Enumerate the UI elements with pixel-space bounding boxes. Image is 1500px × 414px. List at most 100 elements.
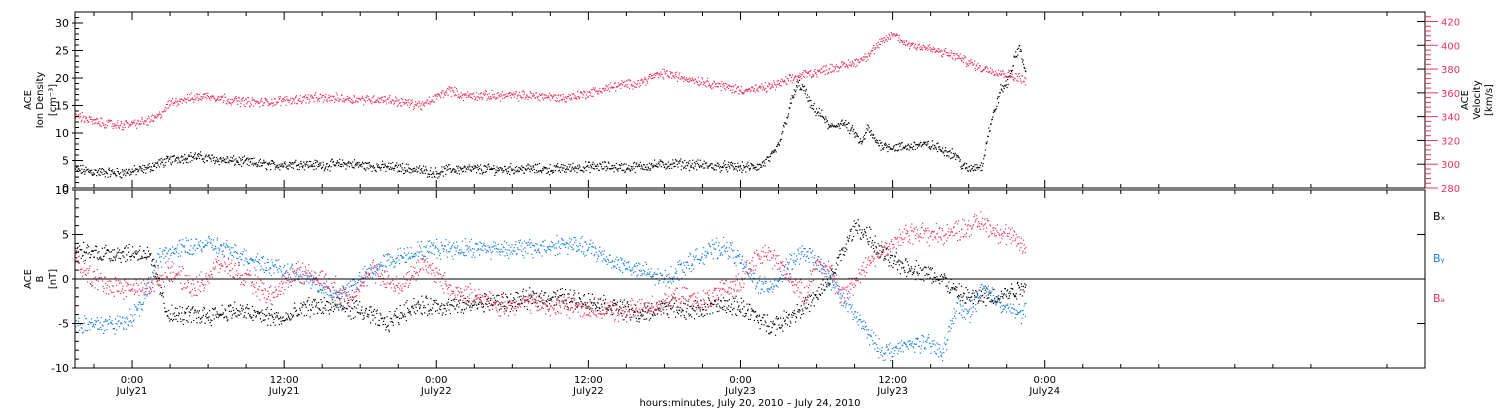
density-point (391, 167, 393, 169)
velocity-point (829, 63, 831, 65)
bx-point (235, 315, 237, 317)
velocity-point (606, 90, 608, 92)
bx-point (190, 321, 192, 323)
density-point (660, 160, 662, 162)
bx-point (187, 305, 190, 307)
bx-point (724, 300, 726, 302)
bx-point (191, 307, 194, 309)
velocity-point (496, 93, 498, 95)
velocity-point (462, 93, 464, 96)
velocity-point (421, 109, 423, 111)
velocity-point (658, 77, 660, 79)
density-point (866, 128, 868, 130)
velocity-point (298, 99, 300, 101)
velocity-point (92, 123, 94, 125)
bx-point (686, 307, 688, 310)
bx-point (707, 304, 709, 306)
density-point (415, 170, 417, 172)
density-point (125, 175, 127, 177)
bx-point (181, 312, 183, 314)
bx-point (909, 269, 911, 271)
velocity-point (1016, 79, 1018, 81)
bx-point (669, 305, 671, 307)
velocity-point (166, 107, 168, 109)
bx-point (247, 312, 249, 314)
bx-point (624, 311, 626, 313)
bx-point (203, 308, 206, 310)
density-point (178, 158, 180, 160)
density-point (364, 162, 366, 164)
density-point (380, 169, 382, 171)
density-point (760, 166, 762, 168)
density-point (947, 151, 949, 153)
bx-point (139, 245, 141, 247)
bx-point (1006, 290, 1008, 292)
density-point (376, 163, 378, 165)
velocity-point (432, 95, 434, 97)
density-point (484, 165, 486, 167)
bx-point (429, 308, 431, 310)
density-point (618, 164, 620, 166)
bx-point (866, 226, 868, 229)
density-point (653, 164, 655, 166)
bx-point (333, 305, 335, 307)
density-point (189, 161, 191, 163)
density-point (245, 159, 247, 161)
bx-point (558, 300, 560, 302)
velocity-point (562, 98, 564, 100)
bx-point (147, 256, 149, 258)
bx-point (164, 307, 166, 309)
density-point (655, 165, 657, 168)
velocity-point (485, 91, 487, 93)
density-point (879, 139, 881, 141)
density-point (390, 162, 392, 164)
velocity-point (433, 101, 435, 103)
density-point (965, 167, 967, 169)
bx-point (861, 232, 863, 234)
velocity-point (862, 56, 864, 58)
bx-point (961, 296, 963, 299)
density-point (757, 164, 759, 166)
velocity-point (580, 91, 582, 93)
density-point (830, 126, 832, 128)
bx-point (667, 304, 669, 306)
density-point (97, 171, 99, 173)
velocity-point (630, 79, 632, 82)
density-point (480, 168, 482, 170)
density-point (952, 156, 954, 159)
density-point (515, 171, 517, 173)
density-point (760, 164, 762, 166)
velocity-point (1008, 70, 1010, 72)
density-point (779, 140, 781, 142)
bx-point (810, 294, 812, 296)
bx-point (320, 299, 322, 301)
bx-point (467, 304, 469, 306)
density-point (882, 148, 884, 150)
density-point (332, 161, 334, 163)
bx-point (735, 295, 737, 297)
bx-point (732, 309, 734, 311)
density-point (99, 168, 101, 170)
bx-point (117, 251, 119, 253)
velocity-point (141, 118, 143, 120)
bx-point (246, 306, 248, 308)
bx-point (502, 292, 504, 294)
velocity-point (347, 98, 349, 100)
density-point (242, 163, 244, 165)
density-point (990, 123, 992, 125)
bx-point (515, 310, 518, 312)
density-point (986, 141, 988, 143)
density-point (104, 176, 106, 178)
density-point (831, 123, 833, 125)
density-point (1020, 49, 1022, 51)
bx-point (542, 303, 544, 305)
velocity-point (178, 100, 180, 102)
density-point (335, 162, 337, 164)
density-point (419, 165, 421, 167)
bx-point (612, 299, 615, 301)
density-point (181, 155, 183, 157)
bx-point (431, 313, 433, 315)
velocity-point (668, 76, 670, 79)
density-point (80, 165, 82, 167)
velocity-point (380, 98, 382, 100)
